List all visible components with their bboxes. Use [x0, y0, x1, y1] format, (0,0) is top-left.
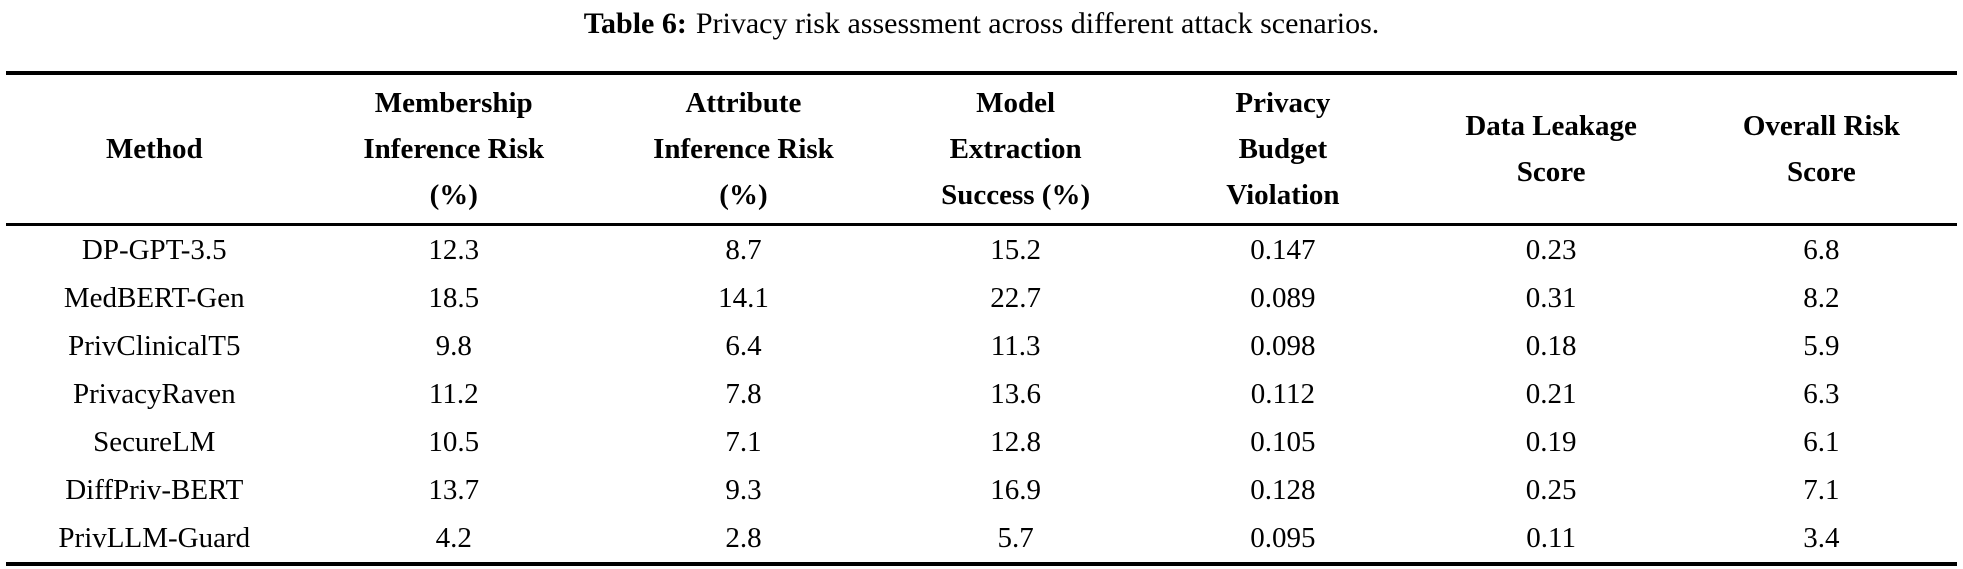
- value-cell: 0.089: [1250, 282, 1316, 314]
- column-header-line: Membership: [374, 87, 533, 119]
- table-header: Method Membership Inference Risk (%) Attribu…: [6, 73, 1957, 225]
- column-header-line: Method: [105, 133, 203, 165]
- value-cell: 5.9: [1803, 330, 1840, 362]
- value-cell: 0.147: [1250, 234, 1316, 266]
- method-cell: MedBERT-Gen: [63, 282, 245, 314]
- column-header-line: Inference Risk: [653, 133, 834, 165]
- column-header-line: Inference Risk: [363, 133, 545, 165]
- table-row: SecureLM 10.5 7.1 12.8 0.105 0.19 6.1: [6, 418, 1957, 466]
- table-caption: Table 6: Privacy risk assessment across d…: [0, 0, 1963, 42]
- value-cell: 0.112: [1250, 378, 1315, 410]
- column-header-privacy-budget-violation: Privacy Budget Violation: [1149, 73, 1416, 225]
- value-cell: 12.8: [990, 426, 1041, 458]
- value-cell: 0.19: [1525, 426, 1577, 458]
- column-header-line: Budget: [1238, 133, 1328, 165]
- value-cell: 0.31: [1525, 282, 1577, 314]
- column-header-overall-risk-score: Overall Risk Score: [1686, 73, 1957, 225]
- value-cell: 3.4: [1803, 522, 1840, 554]
- table-caption-label: Table 6:: [583, 7, 687, 40]
- value-cell: 10.5: [428, 426, 480, 458]
- value-cell: 0.095: [1250, 522, 1316, 554]
- value-cell: 22.7: [990, 282, 1041, 314]
- value-cell: 0.098: [1250, 330, 1316, 362]
- value-cell: 0.25: [1525, 474, 1577, 506]
- value-cell: 0.11: [1526, 522, 1576, 554]
- column-header-line: Data Leakage: [1465, 110, 1637, 142]
- value-cell: 8.7: [725, 234, 762, 266]
- value-cell: 0.18: [1525, 330, 1577, 362]
- value-cell: 11.3: [990, 330, 1041, 362]
- value-cell: 7.8: [725, 378, 762, 410]
- value-cell: 6.1: [1803, 426, 1840, 458]
- value-cell: 11.2: [428, 378, 479, 410]
- column-header-line: Violation: [1226, 179, 1340, 211]
- column-header-line: (%): [429, 179, 478, 211]
- value-cell: 16.9: [990, 474, 1041, 506]
- value-cell: 18.5: [428, 282, 480, 314]
- table-row: PrivClinicalT5 9.8 6.4 11.3 0.098 0.18 5.9: [6, 322, 1957, 370]
- method-cell: DiffPriv-BERT: [65, 474, 244, 506]
- column-header-membership-inference-risk: Membership Inference Risk (%): [303, 73, 605, 225]
- column-header-attribute-inference-risk: Attribute Inference Risk (%): [605, 73, 882, 225]
- value-cell: 6.3: [1803, 378, 1840, 410]
- privacy-risk-table: Method Membership Inference Risk (%) Attribu…: [6, 71, 1957, 566]
- value-cell: 4.2: [435, 522, 472, 554]
- method-cell: PrivacyRaven: [72, 378, 236, 410]
- value-cell: 0.23: [1525, 234, 1577, 266]
- column-header-model-extraction-success: Model Extraction Success (%): [882, 73, 1149, 225]
- method-cell: SecureLM: [93, 426, 216, 458]
- value-cell: 0.105: [1250, 426, 1316, 458]
- value-cell: 14.1: [718, 282, 769, 314]
- column-header-line: (%): [719, 179, 768, 211]
- table-body: DP-GPT-3.5 12.3 8.7 15.2 0.147 0.23 6.8 MedBERT…: [6, 225, 1957, 565]
- method-cell: DP-GPT-3.5: [81, 234, 227, 266]
- table-row: MedBERT-Gen 18.5 14.1 22.7 0.089 0.31 8.2: [6, 274, 1957, 322]
- value-cell: 8.2: [1803, 282, 1840, 314]
- value-cell: 5.7: [997, 522, 1034, 554]
- column-header-data-leakage-score: Data Leakage Score: [1417, 73, 1686, 225]
- table-row: PrivLLM-Guard 4.2 2.8 5.7 0.095 0.11 3.4: [6, 514, 1957, 564]
- column-header-line: Score: [1787, 156, 1856, 188]
- value-cell: 13.6: [990, 378, 1041, 410]
- table-row: PrivacyRaven 11.2 7.8 13.6 0.112 0.21 6.3: [6, 370, 1957, 418]
- value-cell: 7.1: [725, 426, 762, 458]
- value-cell: 7.1: [1803, 474, 1840, 506]
- table-row: DP-GPT-3.5 12.3 8.7 15.2 0.147 0.23 6.8: [6, 225, 1957, 275]
- column-header-line: Overall Risk: [1742, 110, 1900, 142]
- method-cell: PrivLLM-Guard: [58, 522, 251, 554]
- value-cell: 0.128: [1250, 474, 1316, 506]
- value-cell: 2.8: [725, 522, 762, 554]
- column-header-line: Score: [1516, 156, 1586, 188]
- value-cell: 15.2: [990, 234, 1041, 266]
- value-cell: 12.3: [428, 234, 480, 266]
- column-header-line: Attribute: [685, 87, 802, 119]
- value-cell: 6.4: [725, 330, 762, 362]
- table-header-row: Method Membership Inference Risk (%) Attribu…: [6, 73, 1957, 225]
- value-cell: 0.21: [1525, 378, 1577, 410]
- method-cell: PrivClinicalT5: [68, 330, 241, 362]
- value-cell: 9.8: [435, 330, 472, 362]
- column-header-line: Model: [976, 87, 1056, 119]
- value-cell: 6.8: [1803, 234, 1840, 266]
- column-header-method: Method: [6, 73, 303, 225]
- column-header-line: Success (%): [941, 179, 1091, 211]
- column-header-line: Extraction: [949, 133, 1082, 165]
- table-caption-text: Privacy risk assessment across different…: [695, 7, 1380, 40]
- table-row: DiffPriv-BERT 13.7 9.3 16.9 0.128 0.25 7.1: [6, 466, 1957, 514]
- column-header-line: Privacy: [1235, 87, 1331, 119]
- value-cell: 9.3: [725, 474, 762, 506]
- value-cell: 13.7: [428, 474, 480, 506]
